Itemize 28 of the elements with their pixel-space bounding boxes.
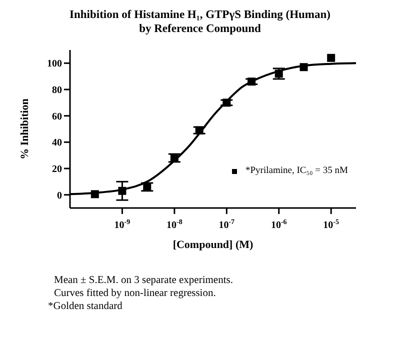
point	[143, 182, 152, 191]
point	[327, 54, 336, 62]
y-tick-label: 40	[52, 138, 62, 149]
x-tick-label: 10$^{-5}$	[323, 218, 340, 231]
point	[195, 126, 204, 134]
x-tick-label: 10$^{-8}$	[166, 218, 183, 231]
point	[300, 63, 308, 72]
text: Curves fitted by non-linear regression.	[54, 287, 217, 300]
x-tick-label: 10$^{-9}$	[114, 218, 131, 231]
y-tick-label: 80	[52, 85, 62, 96]
point	[248, 78, 256, 86]
point	[118, 186, 126, 195]
point	[170, 154, 178, 162]
point	[274, 70, 283, 78]
y-tick-label: 20	[52, 164, 62, 176]
point	[90, 190, 99, 198]
y-tick-label: 60	[52, 111, 62, 122]
x-tick-label: 10$^{-6}$	[270, 218, 288, 231]
text: *Golden standard	[48, 300, 124, 313]
y-tick-label: 0	[57, 190, 62, 202]
legend-label: *Pyrilamine, IC₅₀ = 35 nM	[246, 166, 348, 176]
point	[222, 98, 231, 107]
y-tick-label: 100	[47, 58, 62, 70]
y-axis-title: % Inhibition	[18, 98, 31, 160]
chart-title: Inhibition of Histamine H₁, GTPγS Binding (Human) by Reference Compound	[68, 8, 332, 36]
x-tick-label: 10$^{-7}$	[218, 218, 236, 231]
text: Mean ± S.E.M. on 3 separate experiments.	[54, 274, 234, 287]
x-axis-title: [Compound] (M)	[172, 239, 254, 251]
